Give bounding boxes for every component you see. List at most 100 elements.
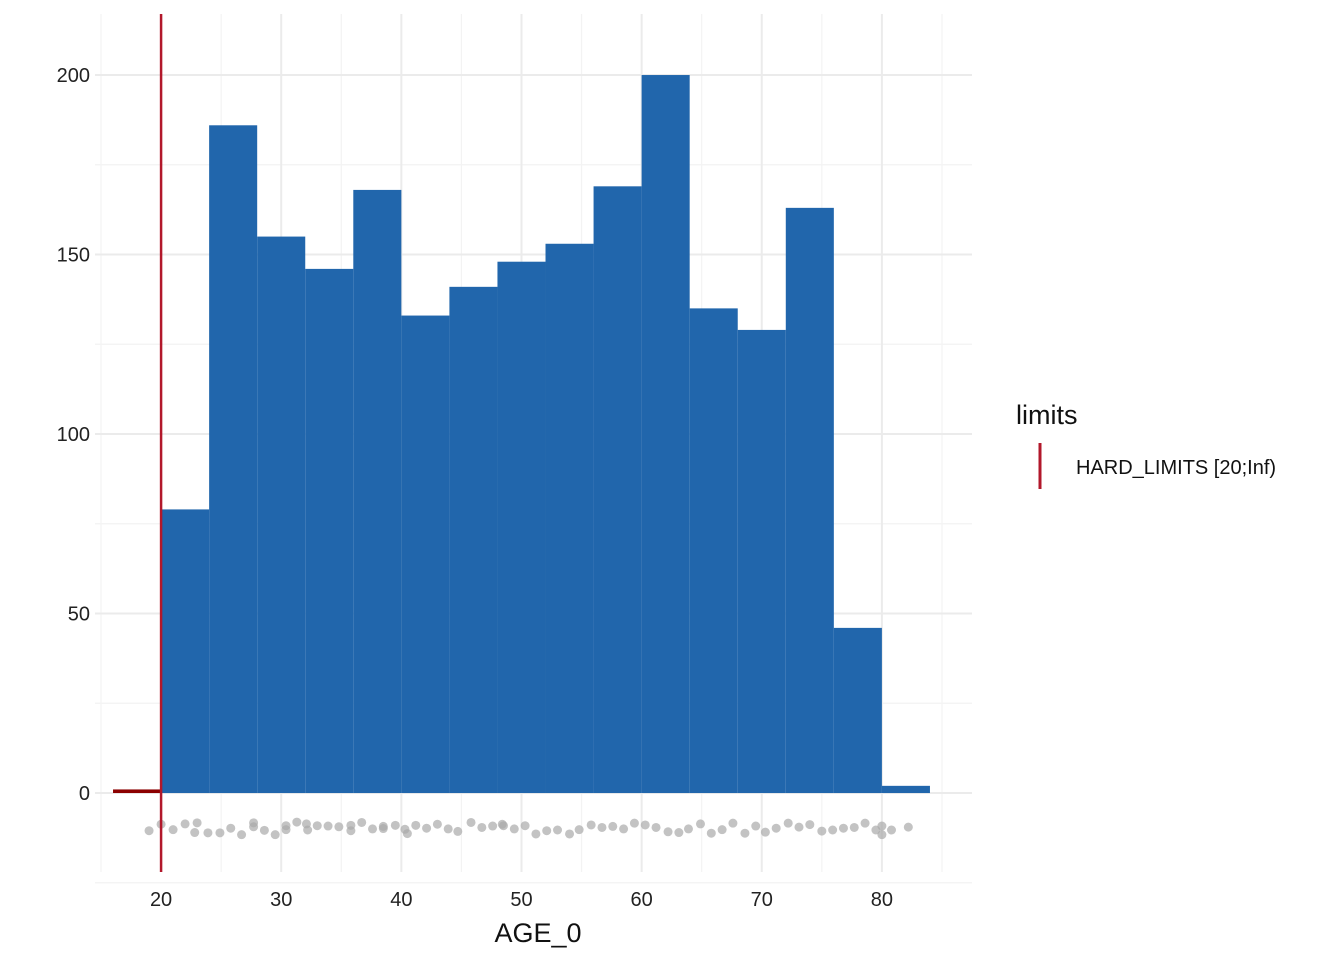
jitter-point-22 <box>334 822 344 832</box>
jitter-point-39 <box>488 821 498 831</box>
jitter-point-37 <box>466 817 476 827</box>
jitter-point-52 <box>619 824 629 834</box>
jitter-point-50 <box>597 822 607 832</box>
jitter-point-10 <box>237 830 247 840</box>
histogram-bar-8 <box>449 286 498 794</box>
jitter-point-12 <box>249 818 259 828</box>
jitter-point-42 <box>509 824 519 834</box>
bars-layer <box>113 75 930 794</box>
jitter-point-3 <box>168 825 178 835</box>
y-tick-label: 50 <box>68 604 90 626</box>
legend-title: limits <box>1016 400 1078 430</box>
jitter-point-26 <box>368 824 378 834</box>
jitter-point-34 <box>432 819 442 829</box>
jitter-point-9 <box>226 823 236 833</box>
jitter-point-69 <box>805 820 815 830</box>
x-tick-label: 80 <box>871 889 893 911</box>
jitter-point-1 <box>144 826 154 836</box>
jitter-points-layer <box>144 817 913 840</box>
histogram-bar-4 <box>257 236 306 794</box>
jitter-point-71 <box>828 825 838 835</box>
y-tick-label: 100 <box>57 424 90 446</box>
jitter-point-64 <box>751 821 761 831</box>
histogram-bar-14 <box>737 329 786 794</box>
jitter-point-54 <box>640 820 650 830</box>
jitter-point-68 <box>794 822 804 832</box>
jitter-point-79 <box>903 822 913 832</box>
jitter-point-72 <box>838 823 848 833</box>
y-tick-label: 150 <box>57 245 90 267</box>
jitter-point-60 <box>706 828 716 838</box>
jitter-point-78 <box>887 825 897 835</box>
jitter-point-7 <box>203 828 213 838</box>
jitter-point-49 <box>586 820 596 830</box>
x-tick-label: 50 <box>510 889 532 911</box>
jitter-point-5 <box>192 818 202 828</box>
jitter-point-55 <box>651 822 661 832</box>
histogram-bar-12 <box>641 75 690 794</box>
jitter-point-76 <box>877 821 887 831</box>
jitter-point-38 <box>477 822 487 832</box>
histogram-bar-6 <box>353 189 402 794</box>
jitter-point-66 <box>771 823 781 833</box>
histogram-bar-11 <box>593 186 642 794</box>
jitter-point-56 <box>663 827 673 837</box>
jitter-point-19 <box>301 819 311 829</box>
jitter-point-61 <box>717 825 727 835</box>
histogram-bar-5 <box>305 268 354 794</box>
tick-labels-layer: 0 50 100 150 200 20 30 40 50 60 70 80 <box>57 65 893 911</box>
jitter-point-13 <box>259 825 269 835</box>
jitter-point-73 <box>849 822 859 832</box>
histogram-bar-2 <box>161 509 210 794</box>
jitter-point-17 <box>292 817 302 827</box>
x-tick-label: 60 <box>630 889 652 911</box>
jitter-point-57 <box>674 828 684 838</box>
jitter-point-8 <box>215 828 225 838</box>
jitter-point-33 <box>422 823 432 833</box>
jitter-point-74 <box>860 818 870 828</box>
jitter-point-53 <box>629 818 639 828</box>
jitter-point-67 <box>783 818 793 828</box>
jitter-point-24 <box>346 820 356 830</box>
jitter-point-36 <box>453 826 463 836</box>
y-tick-label: 200 <box>57 65 90 87</box>
jitter-point-58 <box>683 824 693 834</box>
jitter-point-45 <box>542 826 552 836</box>
jitter-point-21 <box>323 821 333 831</box>
x-axis-title: AGE_0 <box>494 918 581 948</box>
jitter-point-63 <box>740 828 750 838</box>
jitter-point-51 <box>608 821 618 831</box>
jitter-point-32 <box>411 820 421 830</box>
jitter-point-59 <box>695 819 705 829</box>
jitter-point-77 <box>877 830 887 840</box>
histogram-bar-10 <box>545 243 594 794</box>
jitter-point-62 <box>728 818 738 828</box>
jitter-point-46 <box>553 825 563 835</box>
jitter-point-6 <box>190 828 200 838</box>
histogram-bar-7 <box>401 315 450 794</box>
histogram-bar-15 <box>785 207 834 794</box>
histogram-bar-13 <box>689 308 738 794</box>
jitter-point-28 <box>378 824 388 834</box>
jitter-point-20 <box>312 821 322 831</box>
jitter-point-48 <box>574 825 584 835</box>
jitter-point-16 <box>281 821 291 831</box>
legend: limits HARD_LIMITS [20;Inf) <box>1016 400 1276 489</box>
jitter-point-43 <box>520 821 530 831</box>
jitter-point-14 <box>270 830 280 840</box>
histogram-bar-9 <box>497 261 546 794</box>
histogram-bar-16 <box>833 627 882 794</box>
jitter-point-29 <box>390 820 400 830</box>
jitter-point-65 <box>760 827 770 837</box>
histogram-bar-1 <box>113 789 162 794</box>
x-tick-label: 30 <box>270 889 292 911</box>
jitter-point-4 <box>180 819 190 829</box>
x-tick-label: 40 <box>390 889 412 911</box>
jitter-point-25 <box>357 817 367 827</box>
histogram-bar-17 <box>881 785 930 794</box>
jitter-point-31 <box>402 829 412 839</box>
x-tick-label: 20 <box>150 889 172 911</box>
jitter-point-70 <box>817 826 827 836</box>
y-tick-label: 0 <box>79 783 90 805</box>
